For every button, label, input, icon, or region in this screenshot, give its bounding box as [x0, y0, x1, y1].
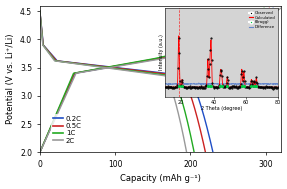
Y-axis label: Potential (V vs. Li⁺/Li): Potential (V vs. Li⁺/Li) [5, 34, 15, 124]
Legend: 0.2C, 0.5C, 1C, 2C: 0.2C, 0.5C, 1C, 2C [51, 114, 84, 146]
X-axis label: Capacity (mAh g⁻¹): Capacity (mAh g⁻¹) [120, 174, 201, 184]
